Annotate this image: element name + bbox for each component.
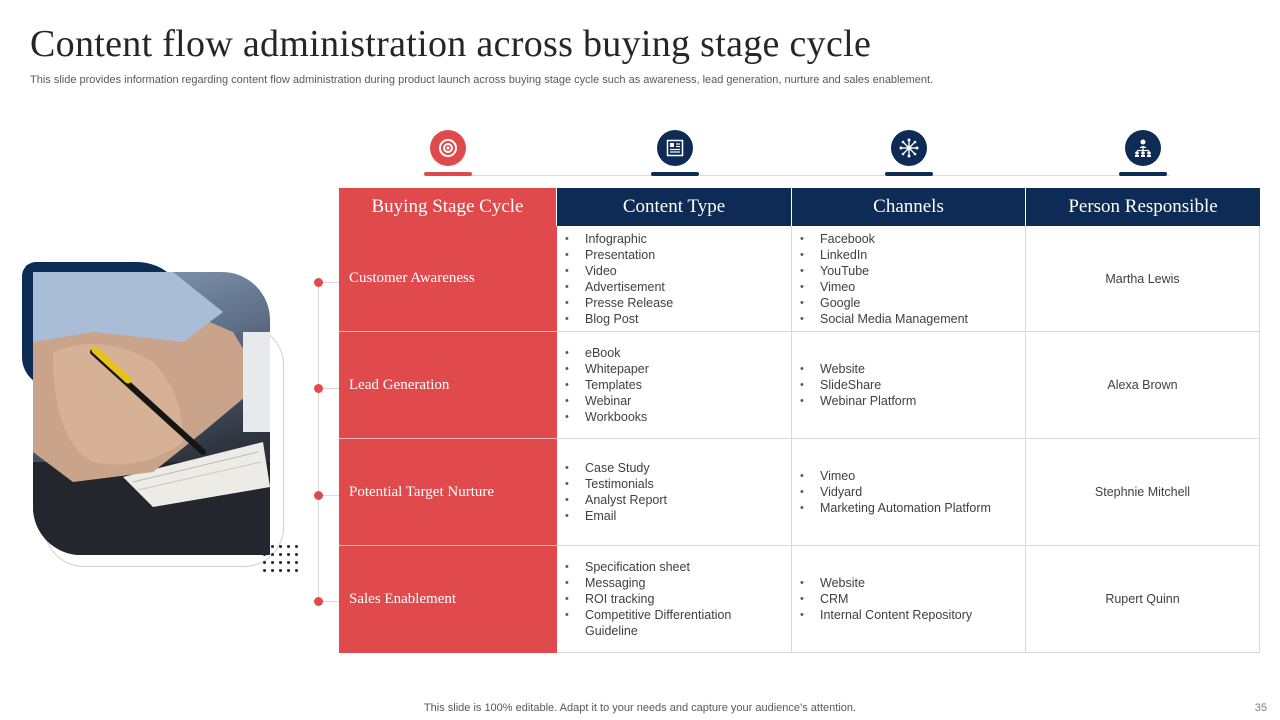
stage-cell: Sales Enablement bbox=[339, 546, 557, 653]
timeline-dot bbox=[314, 597, 323, 606]
content-type-cell: Case Study Testimonials Analyst Report E… bbox=[557, 439, 792, 546]
list-item: SlideShare bbox=[800, 377, 916, 393]
list-item: ROI tracking bbox=[565, 591, 750, 607]
list-item: Workbooks bbox=[565, 409, 649, 425]
timeline-tick bbox=[323, 601, 339, 602]
content-type-list: Infographic Presentation Video Advertise… bbox=[557, 231, 673, 327]
content-type-list: eBook Whitepaper Templates Webinar Workb… bbox=[557, 345, 649, 425]
icon-underline bbox=[885, 172, 933, 176]
content-type-cell: Specification sheet Messaging ROI tracki… bbox=[557, 546, 792, 653]
list-item: Presse Release bbox=[565, 295, 673, 311]
channels-list: Vimeo Vidyard Marketing Automation Platf… bbox=[792, 468, 991, 516]
channels-list: Website SlideShare Webinar Platform bbox=[792, 361, 916, 409]
list-item: Infographic bbox=[565, 231, 673, 247]
list-item: CRM bbox=[800, 591, 972, 607]
content-icon bbox=[657, 130, 693, 166]
list-item: Website bbox=[800, 361, 916, 377]
content-icon-holder bbox=[651, 130, 699, 178]
list-item: Testimonials bbox=[565, 476, 667, 492]
slide-subtitle: This slide provides information regardin… bbox=[30, 74, 934, 86]
channels-list: Facebook LinkedIn YouTube Vimeo Google S… bbox=[792, 231, 968, 327]
list-item: Marketing Automation Platform bbox=[800, 500, 991, 516]
header-content-type: Content Type bbox=[557, 188, 792, 226]
list-item: Video bbox=[565, 263, 673, 279]
dot-pattern-top bbox=[26, 265, 61, 268]
person-cell: Martha Lewis bbox=[1026, 226, 1260, 332]
list-item: LinkedIn bbox=[800, 247, 968, 263]
list-item: Vimeo bbox=[800, 279, 968, 295]
target-icon bbox=[430, 130, 466, 166]
stage-icon-holder bbox=[424, 130, 472, 178]
list-item: Whitepaper bbox=[565, 361, 649, 377]
network-icon bbox=[891, 130, 927, 166]
list-item: Advertisement bbox=[565, 279, 673, 295]
list-item: Blog Post bbox=[565, 311, 673, 327]
channels-cell: Vimeo Vidyard Marketing Automation Platf… bbox=[792, 439, 1026, 546]
person-icon-holder bbox=[1119, 130, 1167, 178]
person-cell: Alexa Brown bbox=[1026, 332, 1260, 439]
list-item: eBook bbox=[565, 345, 649, 361]
list-item: Google bbox=[800, 295, 968, 311]
slide-title: Content flow administration across buyin… bbox=[30, 23, 872, 65]
header-person-responsible: Person Responsible bbox=[1026, 188, 1260, 226]
channels-cell: Facebook LinkedIn YouTube Vimeo Google S… bbox=[792, 226, 1026, 332]
icon-underline bbox=[651, 172, 699, 176]
list-item: Vimeo bbox=[800, 468, 991, 484]
content-type-list: Specification sheet Messaging ROI tracki… bbox=[557, 559, 750, 639]
list-item: Facebook bbox=[800, 231, 968, 247]
stage-cell: Customer Awareness bbox=[339, 226, 557, 332]
timeline-dot bbox=[314, 384, 323, 393]
list-item: Website bbox=[800, 575, 972, 591]
icon-underline bbox=[1119, 172, 1167, 176]
list-item: Webinar Platform bbox=[800, 393, 916, 409]
timeline-dot bbox=[314, 278, 323, 287]
stage-cell: Lead Generation bbox=[339, 332, 557, 439]
timeline-tick bbox=[323, 388, 339, 389]
page-number: 35 bbox=[1254, 702, 1267, 714]
timeline-line bbox=[318, 282, 319, 602]
list-item: Vidyard bbox=[800, 484, 991, 500]
list-item: Social Media Management bbox=[800, 311, 968, 327]
timeline-dot bbox=[314, 491, 323, 500]
channels-cell: Website CRM Internal Content Repository bbox=[792, 546, 1026, 653]
person-cell: Rupert Quinn bbox=[1026, 546, 1260, 653]
list-item: Webinar bbox=[565, 393, 649, 409]
org-chart-icon bbox=[1125, 130, 1161, 166]
content-type-cell: eBook Whitepaper Templates Webinar Workb… bbox=[557, 332, 792, 439]
list-item: Analyst Report bbox=[565, 492, 667, 508]
icon-connector-line bbox=[425, 175, 1170, 176]
header-buying-stage-cycle: Buying Stage Cycle bbox=[339, 188, 557, 226]
list-item: Presentation bbox=[565, 247, 673, 263]
dot-pattern-bottom bbox=[263, 545, 298, 572]
channels-cell: Website SlideShare Webinar Platform bbox=[792, 332, 1026, 439]
list-item: Competitive Differentiation Guideline bbox=[565, 607, 750, 639]
list-item: Specification sheet bbox=[565, 559, 750, 575]
timeline-tick bbox=[323, 495, 339, 496]
person-cell: Stephnie Mitchell bbox=[1026, 439, 1260, 546]
photo-hand-writing bbox=[33, 272, 270, 555]
content-type-list: Case Study Testimonials Analyst Report E… bbox=[557, 460, 667, 524]
dot-pattern-left bbox=[26, 265, 29, 300]
list-item: Templates bbox=[565, 377, 649, 393]
list-item: Email bbox=[565, 508, 667, 524]
timeline-tick bbox=[323, 282, 339, 283]
list-item: Case Study bbox=[565, 460, 667, 476]
header-channels: Channels bbox=[792, 188, 1026, 226]
content-flow-table: Buying Stage Cycle Content Type Channels… bbox=[339, 188, 1260, 653]
stage-cell: Potential Target Nurture bbox=[339, 439, 557, 546]
channels-icon-holder bbox=[885, 130, 933, 178]
content-type-cell: Infographic Presentation Video Advertise… bbox=[557, 226, 792, 332]
list-item: YouTube bbox=[800, 263, 968, 279]
slide-footer: This slide is 100% editable. Adapt it to… bbox=[423, 702, 857, 714]
channels-list: Website CRM Internal Content Repository bbox=[792, 575, 972, 623]
list-item: Internal Content Repository bbox=[800, 607, 972, 623]
icon-underline bbox=[424, 172, 472, 176]
list-item: Messaging bbox=[565, 575, 750, 591]
